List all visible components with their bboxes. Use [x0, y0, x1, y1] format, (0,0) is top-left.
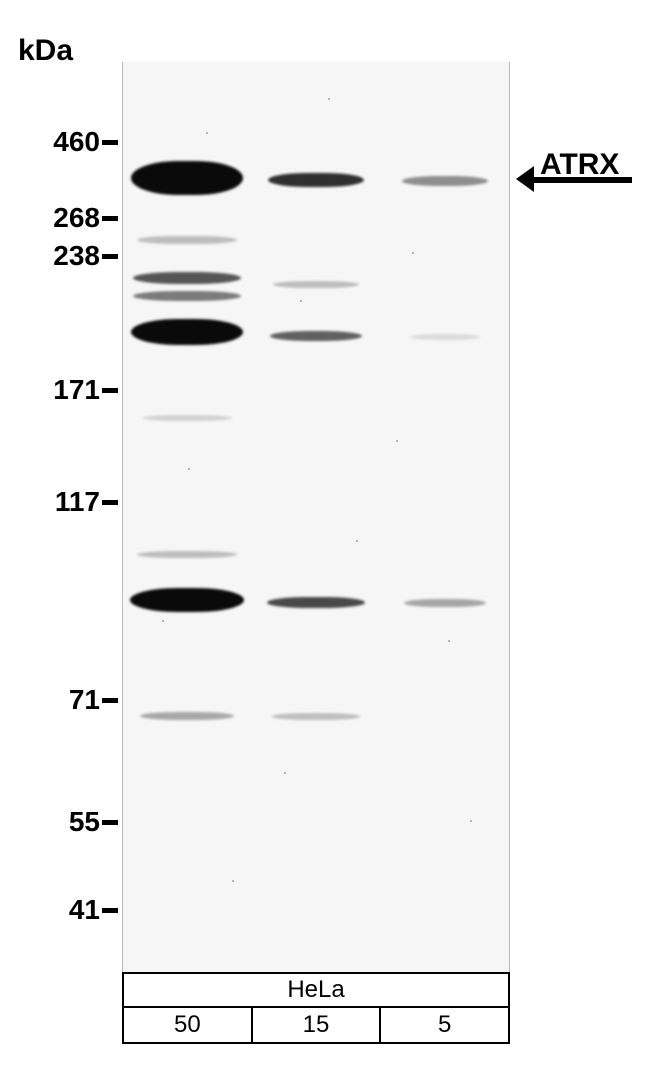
blot-band	[267, 597, 365, 608]
table-row: HeLa	[123, 973, 509, 1007]
mw-marker-label: 238	[53, 240, 100, 272]
film-speck	[232, 880, 234, 882]
film-speck	[162, 620, 164, 622]
blot-band	[268, 173, 364, 187]
mw-tick	[102, 216, 118, 221]
blot-band	[410, 334, 480, 340]
blot-band	[133, 272, 241, 284]
blot-band	[273, 281, 359, 288]
arrow-head-icon	[516, 166, 534, 192]
film-speck	[396, 440, 398, 442]
mw-marker-label: 268	[53, 202, 100, 234]
mw-marker-label: 41	[69, 894, 100, 926]
protein-label: ATRX	[540, 148, 619, 182]
lane-table: HeLa 50 15 5	[122, 972, 510, 1044]
film-speck	[412, 252, 414, 254]
mw-marker-label: 71	[69, 684, 100, 716]
lane-load-cell: 50	[123, 1007, 252, 1043]
unit-label: kDa	[18, 34, 73, 68]
mw-tick	[102, 140, 118, 145]
blot-band	[131, 161, 243, 195]
blot-band	[272, 713, 360, 720]
mw-marker-label: 171	[53, 374, 100, 406]
table-row: 50 15 5	[123, 1007, 509, 1043]
blot-panel	[122, 62, 510, 972]
blot-band	[404, 599, 486, 607]
mw-tick	[102, 698, 118, 703]
film-speck	[284, 772, 286, 774]
lane-load-cell: 5	[380, 1007, 509, 1043]
blot-band	[140, 712, 234, 720]
western-blot-figure: kDa ATRX HeLa 50 15 5 460 268 238 171 117 71 5…	[0, 0, 650, 1074]
lane-header-cell: HeLa	[123, 973, 509, 1007]
film-speck	[188, 468, 190, 470]
film-speck	[206, 132, 208, 134]
mw-marker-label: 55	[69, 806, 100, 838]
blot-band	[137, 236, 237, 244]
mw-tick	[102, 500, 118, 505]
blot-band	[130, 588, 244, 612]
blot-band	[131, 319, 243, 345]
film-speck	[448, 640, 450, 642]
lane-load-cell: 15	[252, 1007, 381, 1043]
film-speck	[328, 98, 330, 100]
mw-marker-label: 117	[55, 486, 100, 518]
mw-tick	[102, 254, 118, 259]
film-speck	[470, 820, 472, 822]
mw-tick	[102, 388, 118, 393]
blot-band	[270, 331, 362, 341]
film-speck	[356, 540, 358, 542]
mw-tick	[102, 820, 118, 825]
blot-band	[137, 551, 237, 558]
blot-band	[133, 291, 241, 301]
mw-marker-label: 460	[53, 126, 100, 158]
blot-band	[402, 176, 488, 186]
mw-tick	[102, 908, 118, 913]
blot-band	[142, 415, 232, 421]
film-speck	[300, 300, 302, 302]
